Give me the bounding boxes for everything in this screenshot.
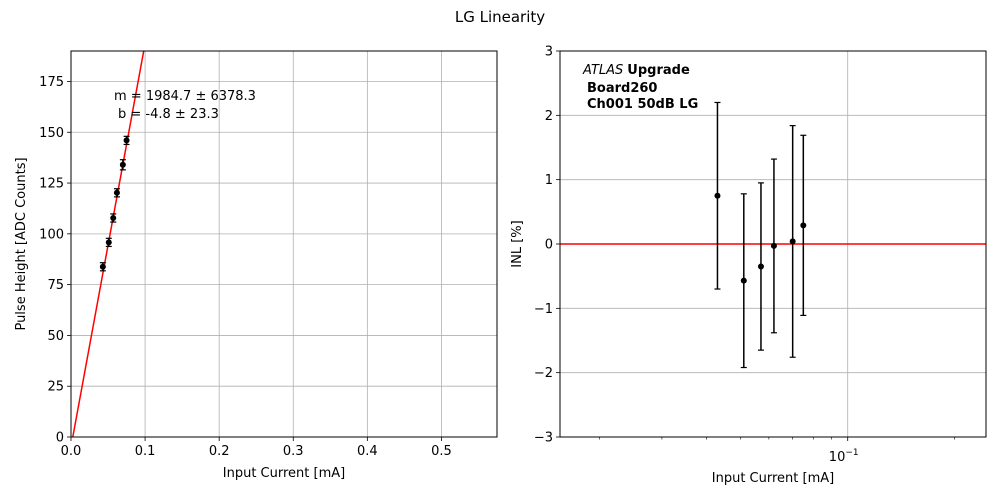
right-data-point [800,222,807,229]
figure-title: LG Linearity [455,8,545,26]
left-points [99,135,130,272]
left-grid [70,51,497,438]
right-points [714,101,807,369]
left-y-tick-label: 125 [39,177,64,192]
left-ticks: 0.0 0.1 0.2 0.3 0.4 0.5 0 25 50 75 100 125 150 175 [39,75,452,459]
left-x-axis-label: Input Current [mA] [223,466,345,481]
right-y-tick-label: 2 [545,109,553,124]
left-y-tick-label: 0 [56,431,64,446]
left-data-point [113,189,120,196]
right-y-tick-label: −3 [534,431,553,446]
left-x-tick-label: 0.0 [61,444,82,459]
left-y-axis-label: Pulse Height [ADC Counts] [14,157,29,330]
right-x-tick-label: 10−1 [829,448,859,465]
atlas-text: ATLAS [582,63,623,78]
upgrade-text: Upgrade [627,63,690,78]
left-y-tick-label: 50 [47,329,64,344]
left-data-point [123,137,130,144]
left-x-tick-label: 0.2 [209,444,230,459]
left-data-point [110,214,117,221]
right-data-point [757,263,764,270]
left-y-tick-label: 100 [39,227,64,242]
right-y-tick-label: 3 [545,45,553,60]
left-data-point [119,161,126,168]
left-panel: 0.0 0.1 0.2 0.3 0.4 0.5 0 25 50 75 100 125 150 175 m … [14,50,498,481]
left-x-tick-label: 0.5 [431,444,452,459]
board-label: Board260 [587,81,657,96]
fit-slope-label: m = 1984.7 ± 6378.3 [114,89,256,104]
right-data-point [789,238,796,245]
left-axes-frame [70,50,498,438]
right-data-point [714,192,721,199]
right-x-axis-label: Input Current [mA] [712,471,834,486]
channel-label: Ch001 50dB LG [587,97,698,112]
left-y-tick-label: 150 [39,126,64,141]
left-y-tick-label: 25 [47,380,64,395]
fit-intercept-label: b = -4.8 ± 23.3 [118,107,219,122]
atlas-label: ATLAS Upgrade [582,63,690,78]
right-y-tick-label: 0 [545,238,553,253]
right-y-tick-label: 1 [545,173,553,188]
right-data-point [770,242,777,249]
left-x-tick-label: 0.3 [283,444,304,459]
left-x-tick-label: 0.4 [357,444,378,459]
left-data-point [99,263,106,270]
right-y-tick-label: −1 [534,302,553,317]
left-y-tick-label: 175 [39,75,64,90]
left-y-tick-label: 75 [47,278,64,293]
left-x-tick-label: 0.1 [135,444,156,459]
right-y-tick-label: −2 [534,366,553,381]
right-data-point [740,277,747,284]
right-y-axis-label: INL [%] [510,220,525,267]
left-data-point [105,239,112,246]
